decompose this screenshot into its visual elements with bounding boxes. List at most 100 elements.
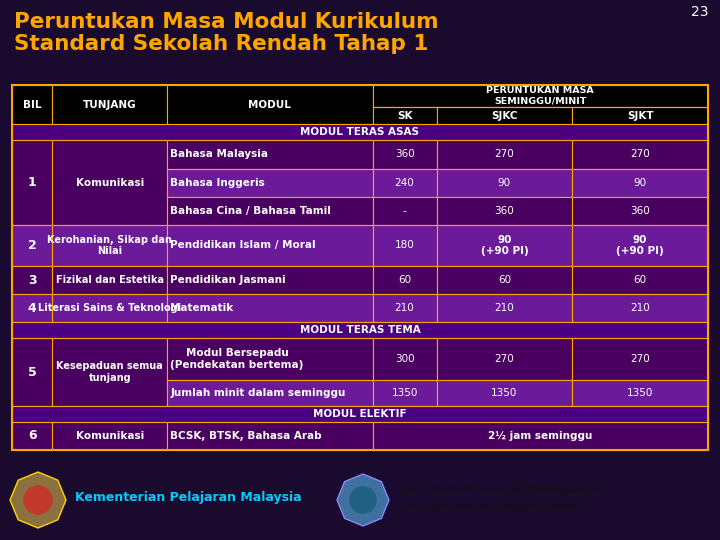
Text: 5: 5: [28, 366, 37, 379]
Bar: [436, 197, 572, 225]
Text: Bahasa Inggeris: Bahasa Inggeris: [170, 178, 265, 187]
Text: 23: 23: [690, 5, 708, 19]
Text: Matematik: Matematik: [170, 303, 233, 313]
Text: Bahasa Cina / Bahasa Tamil: Bahasa Cina / Bahasa Tamil: [170, 206, 331, 216]
Text: MODUL: MODUL: [248, 100, 292, 110]
Text: Pendidikan Islam / Moral: Pendidikan Islam / Moral: [170, 240, 316, 251]
Bar: [12, 85, 53, 124]
Text: BCSK, BTSK, Bahasa Arab: BCSK, BTSK, Bahasa Arab: [170, 431, 322, 441]
Bar: [436, 380, 572, 406]
Bar: [167, 422, 372, 450]
Bar: [572, 339, 708, 380]
Bar: [12, 422, 53, 450]
Bar: [572, 168, 708, 197]
Text: SK: SK: [397, 111, 413, 121]
Text: Modul Bersepadu
(Pendekatan bertema): Modul Bersepadu (Pendekatan bertema): [170, 348, 304, 370]
Bar: [572, 266, 708, 294]
Bar: [372, 140, 436, 168]
Bar: [12, 294, 53, 322]
Text: Kerohanian, Sikap dan
Nilai: Kerohanian, Sikap dan Nilai: [48, 235, 172, 256]
Text: 210: 210: [395, 303, 415, 313]
Bar: [167, 225, 372, 266]
Text: 60: 60: [498, 275, 511, 285]
Text: 2: 2: [28, 239, 37, 252]
Text: 240: 240: [395, 178, 415, 187]
Text: Pendidikan Jasmani: Pendidikan Jasmani: [170, 275, 286, 285]
Text: 1: 1: [28, 176, 37, 189]
Bar: [436, 266, 572, 294]
Bar: [167, 168, 372, 197]
Text: MODUL ELEKTIF: MODUL ELEKTIF: [313, 409, 407, 419]
Circle shape: [350, 487, 376, 513]
Bar: [436, 168, 572, 197]
Bar: [12, 266, 53, 294]
Bar: [167, 85, 372, 124]
Bar: [372, 85, 708, 107]
Bar: [372, 339, 436, 380]
Bar: [53, 266, 167, 294]
Text: 6: 6: [28, 429, 37, 442]
Bar: [436, 294, 572, 322]
Text: 210: 210: [495, 303, 514, 313]
Text: 4: 4: [28, 302, 37, 315]
Bar: [167, 339, 372, 380]
Bar: [372, 422, 708, 450]
Text: 210: 210: [630, 303, 650, 313]
Bar: [12, 322, 708, 339]
Bar: [372, 380, 436, 406]
Text: Bahasa Malaysia: Bahasa Malaysia: [170, 150, 269, 159]
Text: -: -: [402, 206, 406, 216]
Bar: [572, 140, 708, 168]
Bar: [372, 294, 436, 322]
Text: Literasi Sains & Teknologi: Literasi Sains & Teknologi: [38, 303, 181, 313]
Bar: [53, 225, 167, 266]
Bar: [436, 107, 572, 124]
Text: 1350: 1350: [491, 388, 518, 398]
Bar: [12, 406, 708, 422]
Circle shape: [24, 486, 52, 514]
Text: ulum Standard Prasekolah Kebangsaan &: ulum Standard Prasekolah Kebangsaan &: [398, 485, 600, 495]
Bar: [0, 450, 720, 540]
Bar: [12, 225, 53, 266]
Bar: [12, 339, 53, 406]
Text: 270: 270: [630, 150, 650, 159]
Bar: [167, 140, 372, 168]
Text: SJKT: SJKT: [627, 111, 654, 121]
Bar: [372, 107, 436, 124]
Bar: [53, 422, 167, 450]
Text: 180: 180: [395, 240, 415, 251]
Text: MODUL TERAS TEMA: MODUL TERAS TEMA: [300, 326, 420, 335]
Bar: [572, 294, 708, 322]
Text: 2½ jam seminggu: 2½ jam seminggu: [488, 431, 593, 441]
Bar: [372, 266, 436, 294]
Bar: [167, 197, 372, 225]
Text: 300: 300: [395, 354, 414, 364]
Text: 360: 360: [395, 150, 415, 159]
Text: 270: 270: [495, 354, 514, 364]
Text: 60: 60: [634, 275, 647, 285]
Text: Kesepaduan semua
tunjang: Kesepaduan semua tunjang: [56, 361, 163, 383]
Text: Peruntukan Masa Modul Kurikulum: Peruntukan Masa Modul Kurikulum: [14, 12, 438, 32]
Bar: [167, 380, 372, 406]
Bar: [572, 197, 708, 225]
Bar: [53, 85, 167, 124]
Bar: [372, 197, 436, 225]
Text: SJKC: SJKC: [491, 111, 518, 121]
Bar: [167, 294, 372, 322]
Text: TUNJANG: TUNJANG: [83, 100, 137, 110]
Text: 90
(+90 PI): 90 (+90 PI): [480, 235, 528, 256]
Text: 60: 60: [398, 275, 411, 285]
Circle shape: [347, 484, 379, 516]
Bar: [53, 294, 167, 322]
Text: 270: 270: [495, 150, 514, 159]
Text: Kementerian Pelajaran Malaysia: Kementerian Pelajaran Malaysia: [75, 491, 302, 504]
Text: Komunikasi: Komunikasi: [76, 431, 144, 441]
Bar: [436, 140, 572, 168]
Text: Jumlah minit dalam seminggu: Jumlah minit dalam seminggu: [170, 388, 346, 398]
Bar: [167, 266, 372, 294]
Text: PERUNTUKAN MASA
SEMINGGU/MINIT: PERUNTUKAN MASA SEMINGGU/MINIT: [487, 86, 594, 106]
Text: BIL: BIL: [23, 100, 42, 110]
Bar: [12, 124, 708, 140]
Text: 3: 3: [28, 274, 37, 287]
Text: Komunikasi: Komunikasi: [76, 178, 144, 187]
